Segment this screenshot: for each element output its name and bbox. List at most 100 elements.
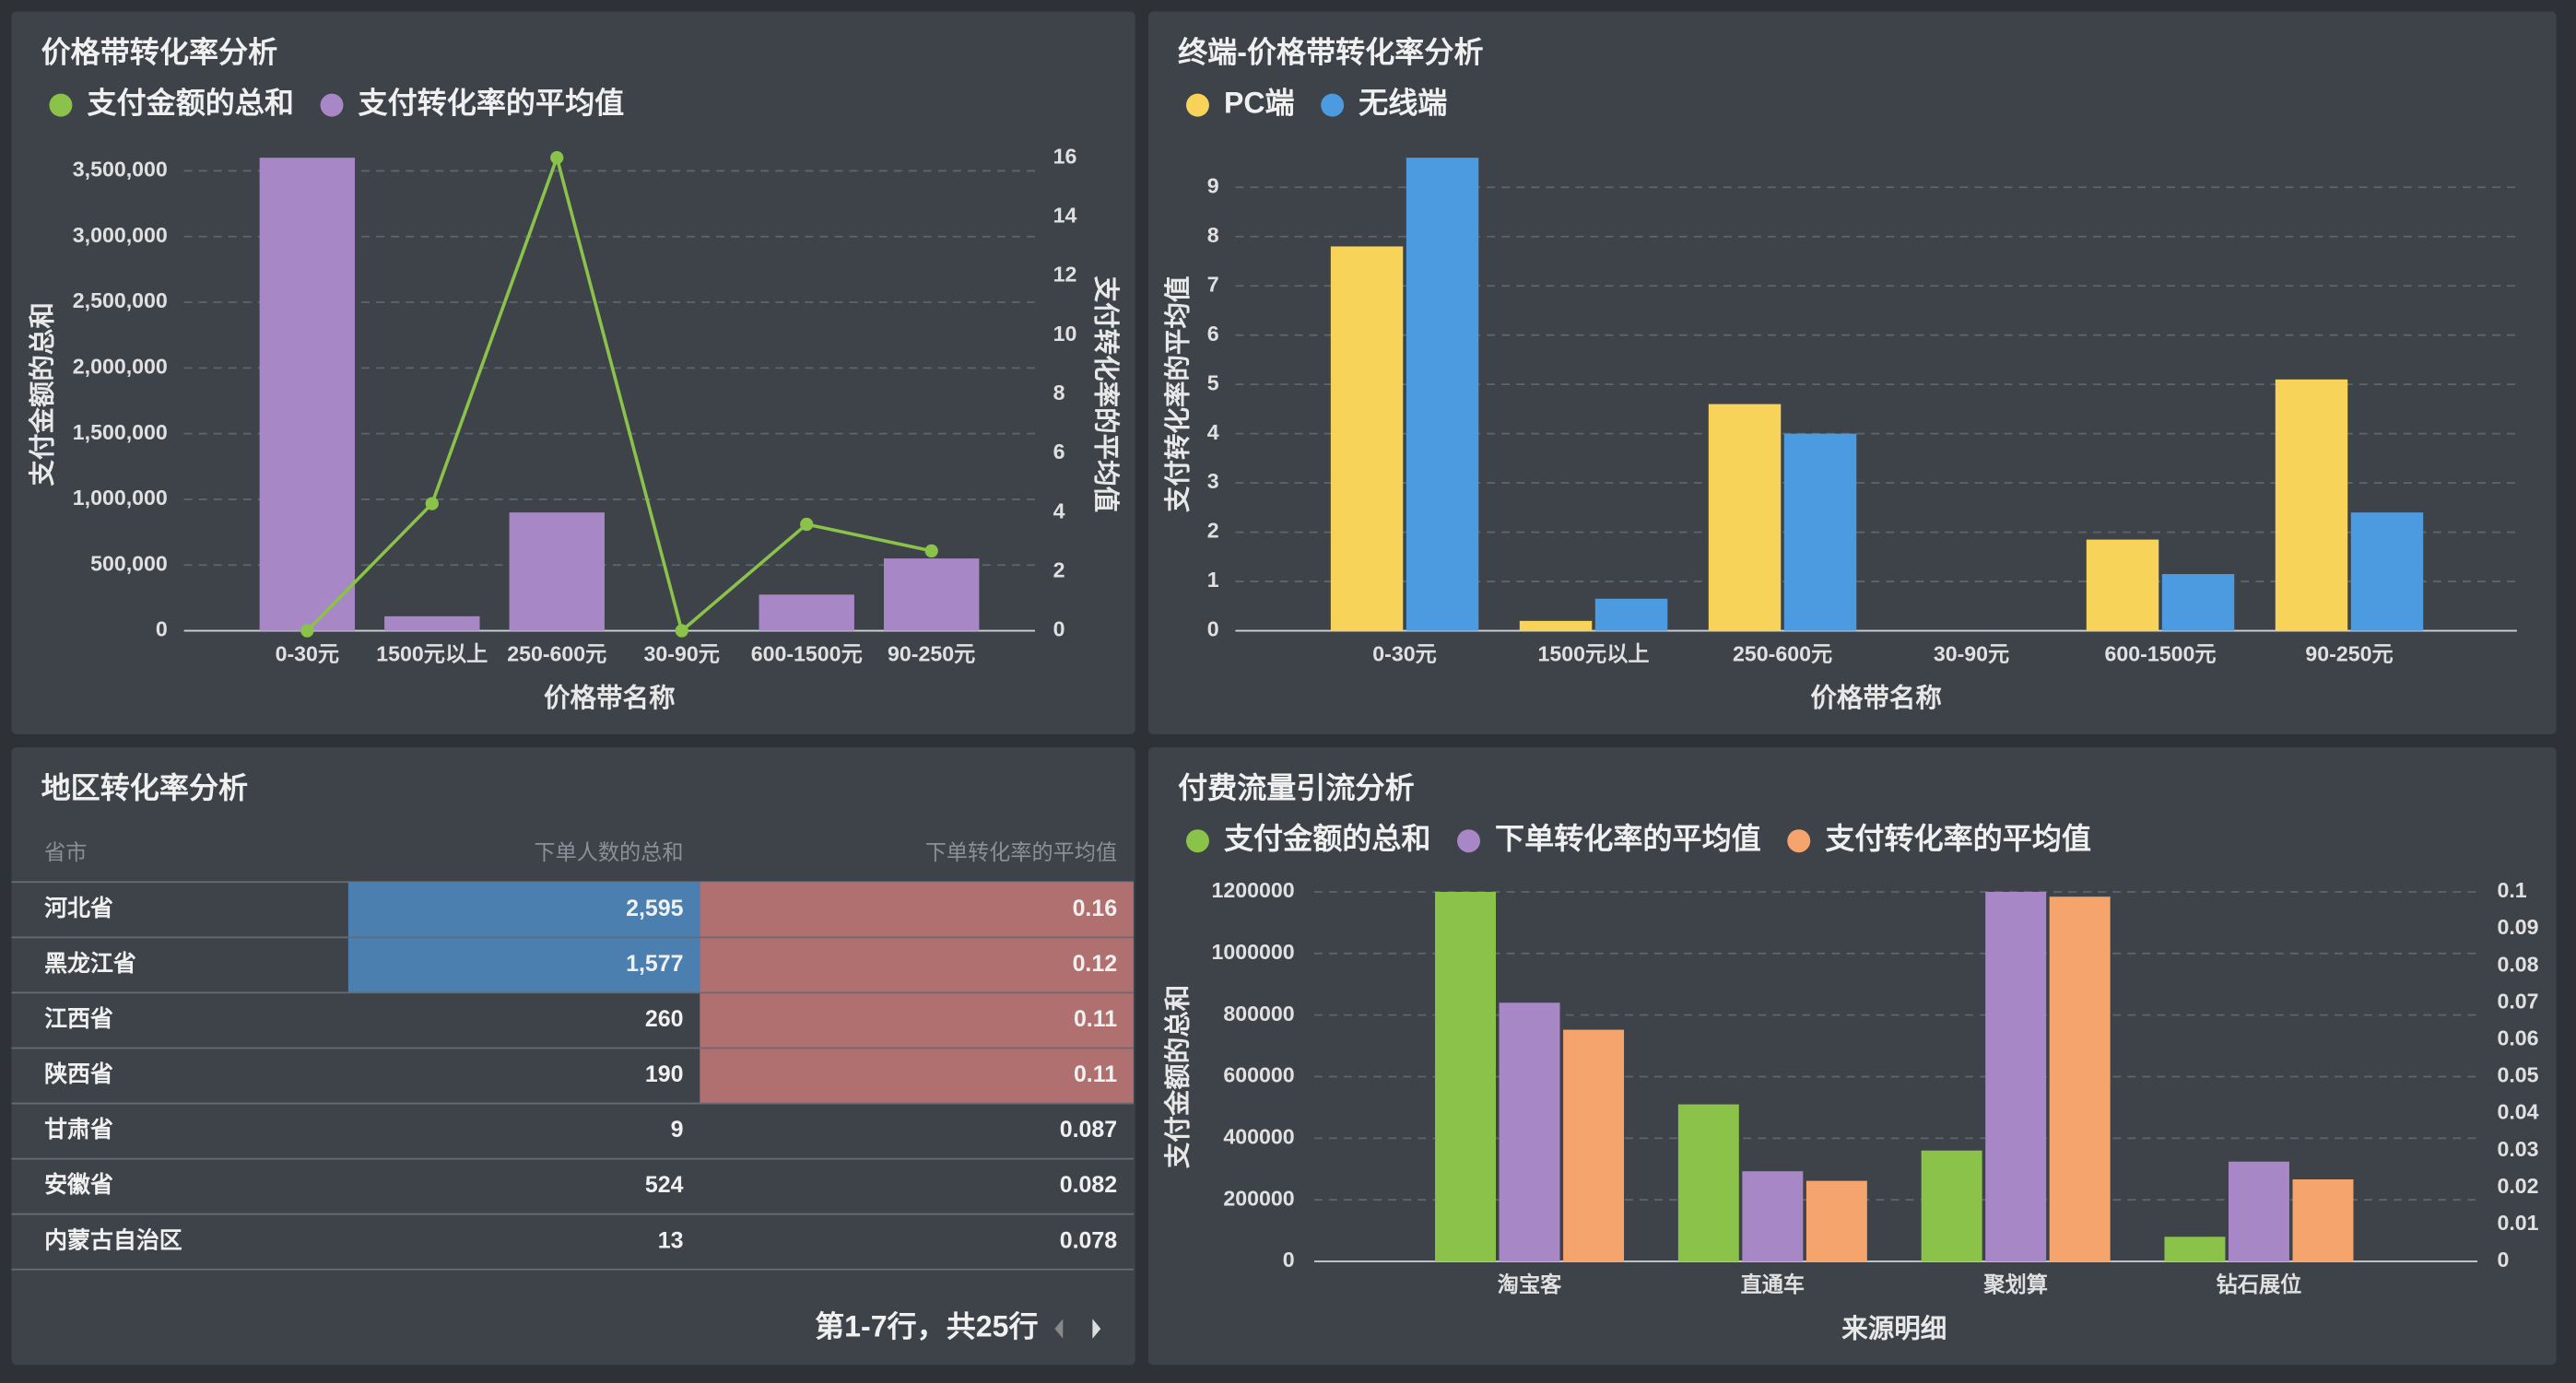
y2-tick-label: 0	[1053, 617, 1065, 641]
pagination: 第1-7行，共25行	[815, 1310, 1038, 1343]
table-cell: 524	[645, 1172, 684, 1198]
y2-tick-label: 0.1	[2497, 878, 2526, 902]
y-tick-label: 0	[1207, 617, 1219, 641]
line-point	[800, 517, 814, 532]
line-point	[924, 544, 938, 558]
y2-tick-label: 12	[1053, 263, 1077, 287]
y-tick-label: 2,500,000	[73, 288, 168, 312]
y-tick-label: 1,500,000	[73, 420, 168, 444]
table-cell: 0.082	[1060, 1172, 1117, 1198]
y-tick-label: 0	[156, 617, 168, 641]
column-header: 下单转化率的平均值	[925, 840, 1117, 864]
line-point	[300, 624, 314, 638]
y2-tick-label: 0.08	[2497, 952, 2538, 976]
cell-highlight	[347, 937, 700, 993]
bar	[1921, 1150, 1982, 1262]
legend-swatch	[1457, 829, 1481, 853]
y-tick-label: 200000	[1223, 1186, 1294, 1210]
table-cell: 内蒙古自治区	[44, 1226, 182, 1253]
bar	[2164, 1236, 2226, 1262]
x-tick-label: 0-30元	[276, 641, 340, 665]
table-cell: 0.12	[1073, 951, 1118, 977]
x-axis-title: 来源明细	[1841, 1313, 1947, 1343]
x-tick-label: 90-250元	[888, 641, 975, 665]
table-cell: 13	[658, 1227, 684, 1253]
line-point	[425, 497, 439, 510]
x-tick-label: 30-90元	[644, 641, 720, 665]
line-point	[675, 624, 688, 638]
next-page[interactable]	[1092, 1319, 1101, 1339]
bar	[1806, 1180, 1867, 1262]
y-tick-label: 1200000	[1211, 878, 1294, 902]
y-axis-title: 支付金额的总和	[1162, 985, 1193, 1169]
bar	[883, 558, 980, 631]
y2-tick-label: 0.01	[2497, 1211, 2538, 1235]
bar	[1519, 620, 1593, 631]
bar	[384, 615, 480, 631]
column-header: 下单人数的总和	[534, 840, 683, 864]
line-point	[550, 151, 564, 165]
column-header: 省市	[44, 840, 87, 864]
cell-highlight	[700, 1048, 1134, 1104]
bar	[1783, 433, 1857, 631]
y-tick-label: 3,000,000	[73, 223, 168, 247]
chart-title: 价格带转化率分析	[41, 35, 278, 68]
table-cell: 0.087	[1060, 1117, 1117, 1143]
y2-tick-label: 0.03	[2497, 1137, 2538, 1161]
bar	[1330, 246, 1404, 631]
y-tick-label: 3,500,000	[73, 158, 168, 182]
x-tick-label: 直通车	[1741, 1272, 1805, 1296]
x-tick-label: 聚划算	[1982, 1272, 2047, 1296]
bar	[1563, 1029, 1625, 1262]
table-cell: 260	[645, 1006, 684, 1032]
bar	[2161, 574, 2235, 631]
y2-tick-label: 0	[2497, 1248, 2509, 1272]
y-tick-label: 9	[1207, 173, 1219, 197]
x-tick-label: 0-30元	[1372, 641, 1437, 665]
y-tick-label: 400000	[1223, 1124, 1294, 1148]
table-cell: 9	[671, 1117, 684, 1143]
table-cell: 黑龙江省	[44, 951, 136, 977]
legend-swatch	[1185, 829, 1209, 853]
x-tick-label: 90-250元	[2305, 641, 2393, 665]
y-tick-label: 2,000,000	[73, 354, 168, 378]
table-cell: 1,577	[626, 951, 683, 977]
table-cell: 江西省	[44, 1006, 113, 1032]
legend-label: 支付转化率的平均值	[1825, 822, 2091, 855]
bar	[2049, 897, 2111, 1262]
y-tick-label: 4	[1207, 420, 1219, 444]
y-tick-label: 7	[1207, 272, 1219, 296]
y2-tick-label: 10	[1053, 322, 1077, 346]
bar	[2275, 379, 2348, 631]
legend-label: 下单转化率的平均值	[1495, 822, 1761, 855]
legend-label: 支付金额的总和	[87, 87, 294, 120]
bar	[1708, 404, 1782, 631]
x-axis-title: 价格带名称	[544, 684, 676, 713]
table-cell: 0.11	[1074, 1006, 1117, 1032]
y2-tick-label: 0.09	[2497, 915, 2538, 939]
x-tick-label: 250-600元	[507, 641, 606, 665]
y-tick-label: 1,000,000	[73, 486, 168, 510]
y2-axis-title: 支付转化率的平均值	[1090, 276, 1121, 513]
bar	[1677, 1104, 1739, 1262]
table-title: 地区转化率分析	[41, 771, 249, 804]
x-tick-label: 250-600元	[1733, 641, 1832, 665]
y-tick-label: 2	[1207, 519, 1219, 543]
y2-tick-label: 0.07	[2497, 989, 2538, 1013]
y-tick-label: 5	[1207, 370, 1219, 394]
prev-page[interactable]	[1054, 1319, 1064, 1339]
y2-tick-label: 4	[1053, 498, 1065, 522]
bar	[759, 594, 854, 631]
bar	[1406, 158, 1479, 631]
cell-highlight	[700, 882, 1134, 938]
legend-label: 无线端	[1359, 87, 1447, 120]
legend-label: 支付转化率的平均值	[359, 87, 625, 120]
bar	[259, 158, 356, 631]
x-tick-label: 钻石展位	[2217, 1272, 2302, 1296]
table-cell: 190	[645, 1061, 684, 1087]
bar	[1435, 891, 1496, 1262]
y-axis-title: 支付转化率的平均值	[1162, 276, 1193, 513]
cell-highlight	[700, 992, 1134, 1049]
bar	[2086, 539, 2159, 631]
